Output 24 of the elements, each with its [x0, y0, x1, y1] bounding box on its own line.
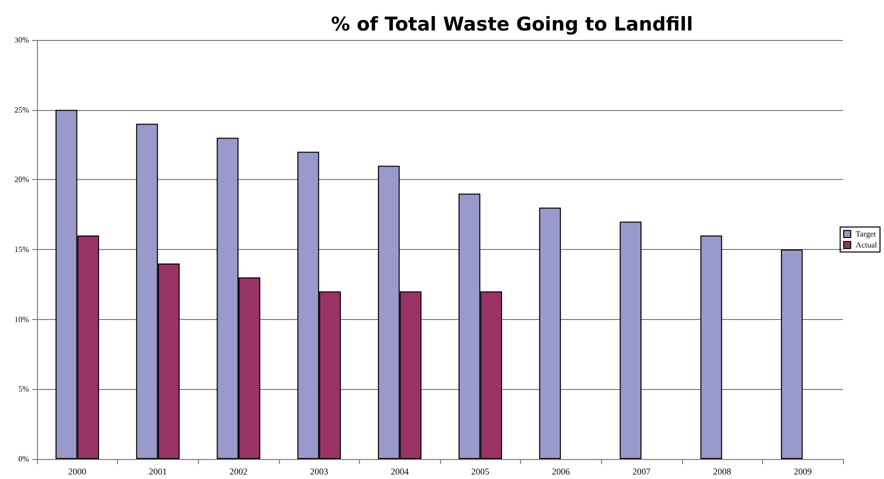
- x-tick-label: 2001: [148, 466, 167, 476]
- x-tick-label: 2006: [552, 466, 570, 476]
- legend-label: Target: [856, 230, 877, 238]
- x-tick-label: 2005: [471, 466, 490, 476]
- y-tick-label: 0%: [18, 454, 30, 464]
- x-tick-label: 2002: [230, 466, 248, 476]
- y-tick-label: 10%: [14, 314, 30, 324]
- legend-label: Actual: [856, 240, 878, 250]
- y-tick-label: 20%: [14, 175, 30, 184]
- y-tick-label: 5%: [18, 384, 30, 394]
- y-tick-label: 25%: [14, 105, 30, 114]
- bar: [539, 208, 561, 459]
- chart-title: % of Total Waste Going to Landfill: [331, 14, 693, 36]
- x-tick-label: 2004: [390, 466, 410, 476]
- x-tick-label: 2000: [68, 466, 87, 476]
- x-tick-label: 2007: [632, 466, 651, 476]
- bar: [620, 222, 642, 459]
- x-tick-label: 2009: [794, 466, 812, 476]
- x-tick-label: 2003: [310, 466, 329, 476]
- bar: [700, 236, 722, 459]
- x-tick-label: 2008: [713, 466, 732, 476]
- y-tick-label: 30%: [14, 36, 30, 44]
- bar: [780, 250, 803, 459]
- y-tick-label: 15%: [14, 245, 30, 254]
